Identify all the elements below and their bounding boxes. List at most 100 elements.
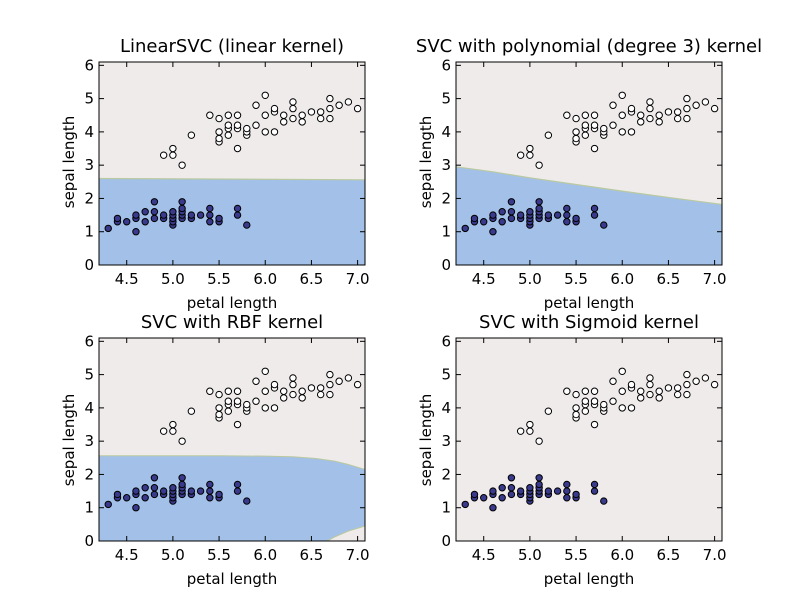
y-tick-label: 0: [84, 532, 94, 550]
y-tick-label: 2: [441, 465, 451, 483]
data-point-class-1: [169, 420, 177, 429]
x-tick-label: 6.0: [610, 546, 634, 564]
data-point-class-1: [344, 374, 353, 382]
y-tick-label: 2: [84, 189, 94, 207]
data-point-class-1: [224, 387, 233, 395]
y-tick-label: 2: [84, 465, 94, 483]
plot-area: 4.5 5.0 5.5 6.0 6.5 7.0 0 1 2 3 4 5 6: [441, 56, 726, 288]
subplot-linear: LinearSVC (linear kernel) petal length s…: [60, 36, 344, 312]
data-point-class-1: [618, 404, 626, 412]
data-point-class-0: [563, 480, 571, 489]
data-point-class-1: [215, 128, 223, 136]
data-point-class-1: [224, 407, 233, 415]
data-point-class-1: [233, 121, 242, 129]
data-point-class-0: [233, 480, 242, 489]
data-point-class-1: [252, 397, 260, 405]
data-point-class-1: [581, 121, 590, 129]
data-point-class-0: [196, 211, 205, 219]
y-tick-label: 3: [84, 156, 94, 174]
data-point-class-0: [169, 484, 177, 492]
data-point-class-0: [480, 494, 488, 502]
data-point-class-1: [544, 131, 553, 139]
data-point-class-0: [470, 214, 479, 223]
data-point-class-1: [298, 111, 306, 119]
data-point-class-1: [590, 121, 599, 129]
data-point-class-0: [132, 228, 140, 236]
data-point-class-0: [187, 211, 196, 219]
data-point-class-1: [233, 397, 242, 405]
data-point-class-0: [516, 487, 525, 495]
y-tick-label: 0: [84, 256, 94, 274]
data-point-class-0: [141, 484, 149, 492]
data-point-class-1: [159, 151, 168, 159]
x-tick-label: 5.0: [518, 270, 542, 288]
data-point-class-0: [150, 484, 159, 492]
subplot-title: SVC with polynomial (degree 3) kernel: [416, 36, 762, 57]
data-point-class-1: [252, 121, 260, 129]
data-point-class-1: [581, 407, 590, 415]
data-point-class-0: [123, 494, 131, 502]
data-point-class-0: [526, 208, 534, 216]
data-point-class-0: [507, 208, 516, 216]
data-point-class-1: [169, 427, 177, 435]
data-point-class-1: [233, 144, 242, 153]
x-tick-label: 7.0: [346, 546, 370, 564]
data-point-class-1: [270, 104, 279, 113]
data-point-class-0: [507, 490, 516, 499]
data-point-class-1: [326, 380, 334, 389]
plot-area: 4.5 5.0 5.5 6.0 6.5 7.0 0 1 2 3 4 5 6: [84, 56, 369, 288]
decision-boundary: [455, 166, 723, 206]
data-point-class-1: [590, 397, 599, 405]
y-axis-label: sepal length: [417, 116, 435, 209]
data-point-class-0: [535, 480, 543, 489]
data-point-class-1: [270, 404, 279, 412]
data-point-class-1: [618, 91, 626, 99]
x-tick-label: 5.5: [564, 546, 588, 564]
decision-boundary: [98, 177, 366, 181]
data-point-class-1: [280, 387, 288, 395]
y-tick-label: 5: [441, 90, 451, 108]
data-point-class-0: [233, 211, 242, 219]
data-point-class-1: [563, 387, 571, 395]
y-tick-label: 4: [84, 399, 94, 417]
data-point-class-1: [646, 390, 654, 399]
data-point-class-1: [215, 404, 223, 412]
data-point-class-1: [646, 98, 654, 106]
x-tick-label: 6.5: [657, 546, 681, 564]
data-point-class-0: [535, 474, 543, 482]
data-point-class-0: [233, 204, 242, 213]
x-tick-label: 4.5: [472, 270, 496, 288]
y-tick-label: 4: [441, 399, 451, 417]
data-point-class-0: [150, 214, 159, 223]
data-point-class-1: [609, 397, 617, 405]
data-point-class-1: [664, 384, 673, 392]
data-point-class-0: [206, 480, 214, 489]
data-point-class-1: [618, 367, 626, 375]
data-point-class-1: [637, 111, 645, 119]
data-point-class-1: [618, 111, 626, 119]
data-point-class-0: [553, 487, 562, 495]
data-point-class-1: [233, 387, 242, 395]
data-point-class-1: [637, 387, 645, 395]
data-point-class-1: [627, 404, 636, 412]
data-point-class-1: [526, 427, 534, 435]
data-point-class-1: [316, 114, 325, 123]
data-point-class-1: [673, 108, 682, 116]
data-point-class-1: [289, 390, 297, 399]
data-point-class-1: [233, 111, 242, 119]
data-point-class-1: [655, 394, 663, 402]
data-point-class-0: [489, 228, 497, 236]
data-point-class-0: [563, 211, 571, 219]
subplot-title: SVC with RBF kernel: [141, 312, 323, 333]
data-point-class-1: [289, 114, 297, 123]
data-point-class-1: [516, 427, 525, 435]
data-point-class-0: [141, 218, 149, 226]
x-axis-label: petal length: [187, 570, 278, 588]
data-point-class-0: [233, 487, 242, 495]
subplot-rbf: SVC with RBF kernel petal length sepal l…: [60, 312, 323, 588]
subplot-title: SVC with Sigmoid kernel: [479, 312, 699, 333]
data-point-class-1: [701, 98, 710, 106]
data-point-class-0: [206, 204, 214, 213]
x-tick-label: 4.5: [472, 546, 496, 564]
